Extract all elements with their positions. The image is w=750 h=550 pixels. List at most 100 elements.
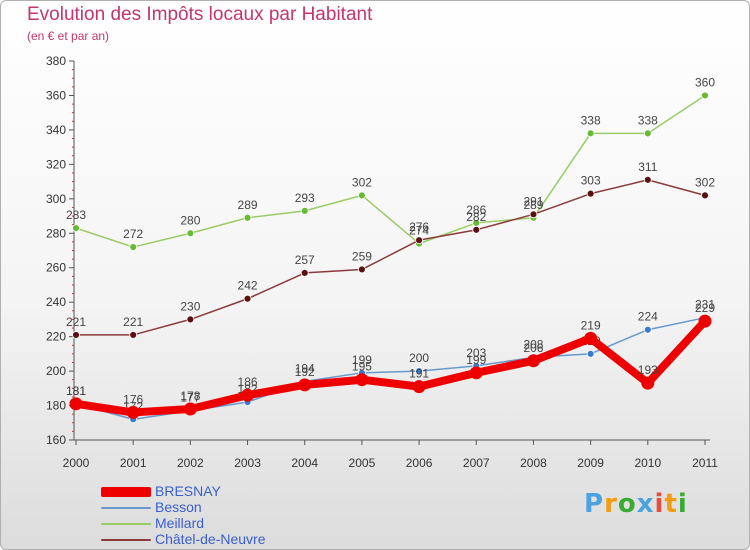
data-point-bresnay: [355, 373, 369, 387]
data-point-meillard: [358, 191, 366, 200]
data-point-bresnay: [241, 388, 255, 402]
y-tick-label: 240: [46, 295, 66, 309]
data-point-ch-tel-de-neuvre: [643, 175, 652, 184]
data-label-bresnay: 176: [123, 392, 143, 406]
x-tick-label: 2007: [463, 456, 490, 470]
series-line-bresnay: [72, 317, 709, 417]
data-label-bresnay: 192: [295, 365, 315, 379]
y-tick-label: 280: [46, 226, 66, 240]
data-label-bresnay: 193: [638, 363, 658, 377]
data-label-meillard: 338: [581, 113, 601, 127]
data-label-ch-tel-de-neuvre: 302: [695, 175, 715, 189]
legend-label-meillard: Meillard: [155, 515, 205, 531]
data-point-bresnay: [126, 405, 140, 419]
data-point-bresnay: [698, 314, 712, 328]
legend-swatch-meillard: [101, 523, 151, 525]
data-point-ch-tel-de-neuvre: [243, 294, 252, 303]
data-label-bresnay: 191: [409, 367, 429, 381]
logo-letter: t: [664, 489, 678, 519]
proxiti-logo: Proxiti: [584, 489, 688, 519]
data-point-ch-tel-de-neuvre: [358, 265, 366, 274]
x-tick-label: 2000: [63, 456, 90, 470]
data-label-meillard: 338: [638, 113, 658, 127]
data-label-besson: 181: [66, 384, 86, 398]
data-point-meillard: [586, 129, 595, 138]
x-tick-label: 2003: [234, 456, 261, 470]
logo-letter: x: [636, 489, 655, 519]
legend-swatch-bresnay: [101, 487, 151, 497]
data-point-bresnay: [584, 331, 598, 345]
series-line-meillard: [75, 94, 706, 248]
data-point-bresnay: [298, 378, 312, 392]
data-label-bresnay: 178: [180, 389, 200, 403]
data-label-ch-tel-de-neuvre: 311: [638, 160, 657, 174]
data-point-ch-tel-de-neuvre: [186, 315, 195, 324]
data-point-ch-tel-de-neuvre: [129, 331, 138, 339]
legend-swatch-chatel-de-neuvre: [101, 539, 151, 541]
data-label-besson: 208: [523, 337, 543, 351]
y-tick-label: 160: [46, 433, 66, 447]
data-label-bresnay: 206: [523, 341, 543, 355]
data-label-meillard: 272: [123, 227, 143, 241]
legend-item-chatel-de-neuvre: Châtel-de-Neuvre: [101, 531, 361, 549]
data-point-meillard: [643, 129, 652, 138]
data-point-ch-tel-de-neuvre: [701, 191, 709, 200]
data-point-bresnay: [469, 366, 483, 380]
data-point-ch-tel-de-neuvre: [529, 210, 538, 219]
data-point-ch-tel-de-neuvre: [586, 189, 595, 198]
x-tick-label: 2011: [692, 456, 718, 470]
legend-swatch-besson: [101, 507, 151, 509]
y-tick-label: 200: [46, 364, 66, 378]
data-label-besson: 199: [352, 353, 372, 367]
data-label-meillard: 286: [466, 203, 486, 217]
logo-letter: i: [677, 489, 688, 519]
data-point-ch-tel-de-neuvre: [472, 225, 481, 234]
data-point-bresnay: [412, 380, 426, 394]
logo-letter: r: [604, 489, 618, 519]
y-tick-label: 300: [46, 192, 66, 206]
data-label-meillard: 283: [66, 208, 86, 222]
data-label-meillard: 302: [352, 175, 372, 189]
data-label-meillard: 289: [238, 198, 258, 212]
x-tick-label: 2004: [291, 456, 318, 470]
y-tick-label: 320: [46, 157, 66, 171]
data-label-ch-tel-de-neuvre: 291: [523, 194, 543, 208]
legend-label-chatel-de-neuvre: Châtel-de-Neuvre: [155, 531, 266, 547]
data-point-ch-tel-de-neuvre: [300, 268, 309, 277]
data-label-besson: 224: [638, 310, 658, 324]
data-label-ch-tel-de-neuvre: 276: [409, 220, 429, 234]
data-label-bresnay: 186: [238, 375, 258, 389]
series-line-ch-tel-de-neuvre: [75, 179, 706, 336]
x-tick-label: 2008: [520, 456, 547, 470]
data-point-bresnay: [69, 397, 83, 411]
data-point-besson: [415, 367, 423, 375]
legend-item-besson: Besson: [101, 499, 361, 517]
x-tick-label: 2002: [177, 456, 204, 470]
data-label-meillard: 280: [180, 213, 200, 227]
data-point-meillard: [300, 206, 309, 215]
legend-label-besson: Besson: [155, 499, 202, 515]
data-label-meillard: 360: [695, 75, 715, 89]
data-point-meillard: [186, 229, 195, 238]
data-point-meillard: [701, 91, 709, 100]
data-label-bresnay: 219: [581, 318, 601, 332]
legend-label-bresnay: BRESNAY: [155, 483, 221, 499]
data-label-besson: 231: [695, 298, 715, 312]
chart-subtitle: (en € et par an): [27, 29, 110, 43]
y-tick-label: 360: [46, 88, 66, 102]
data-point-ch-tel-de-neuvre: [72, 331, 80, 339]
data-label-bresnay: 199: [466, 353, 486, 367]
data-label-besson: 203: [466, 346, 486, 360]
x-tick-label: 2009: [577, 456, 604, 470]
chart-title: Evolution des Impôts locaux par Habitant: [27, 4, 373, 25]
y-tick-label: 180: [46, 399, 66, 413]
data-label-bresnay: 195: [352, 360, 372, 374]
logo-letter: i: [654, 489, 665, 519]
y-tick-label: 260: [46, 261, 66, 275]
legend-item-bresnay: BRESNAY: [101, 483, 361, 501]
data-label-bresnay: 229: [695, 301, 715, 315]
x-tick-label: 2010: [634, 456, 661, 470]
x-tick-label: 2006: [406, 456, 433, 470]
